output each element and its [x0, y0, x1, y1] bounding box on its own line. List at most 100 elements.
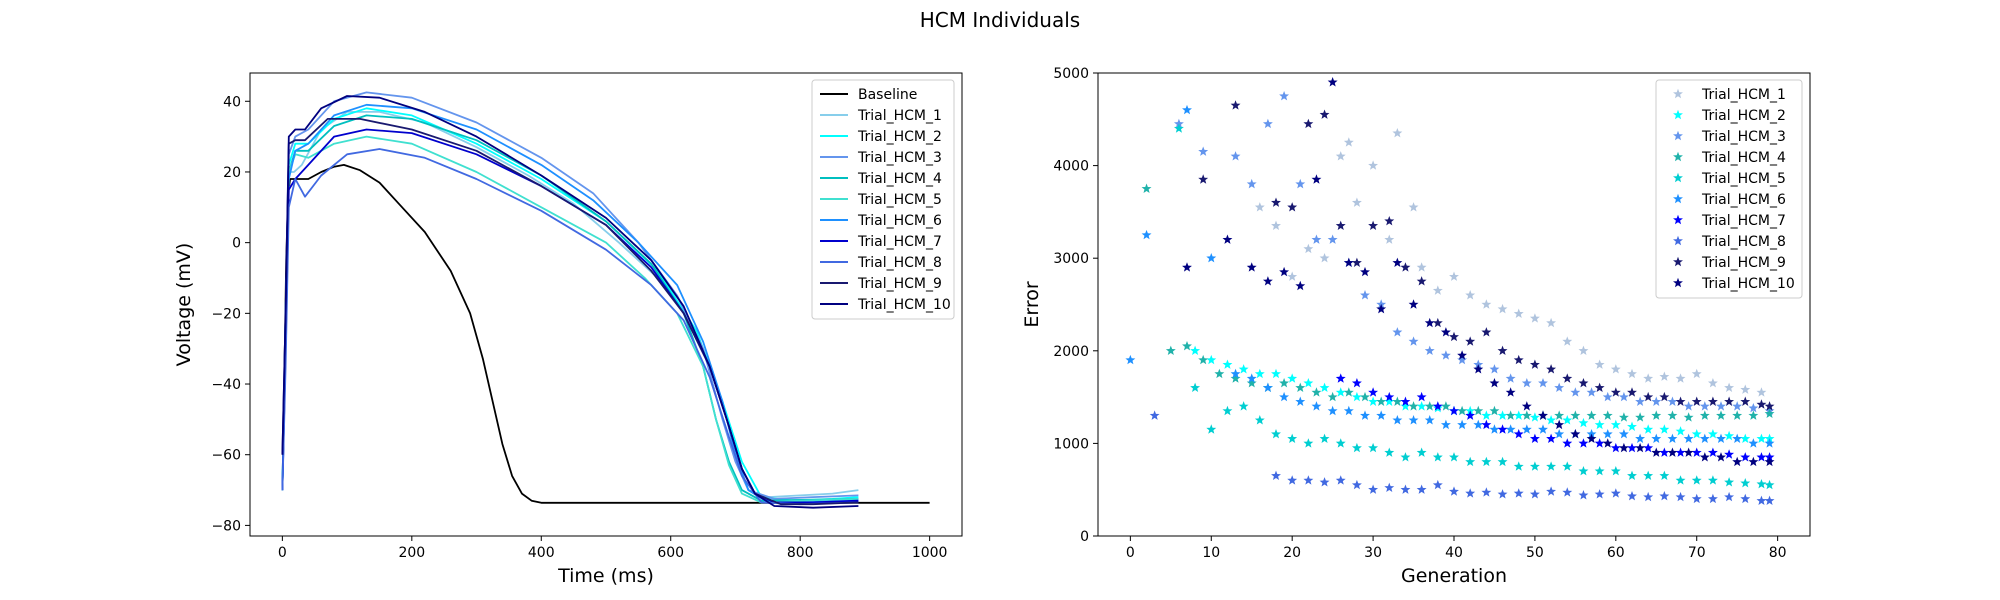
data-point	[1279, 391, 1290, 402]
data-point	[1246, 178, 1257, 189]
data-point	[1497, 345, 1508, 356]
data-point	[1489, 405, 1500, 416]
data-point	[1416, 391, 1427, 402]
x-tick-label: 1000	[912, 545, 948, 561]
legend-swatch	[1673, 235, 1683, 246]
legend-swatch	[1673, 109, 1683, 120]
data-point	[1659, 447, 1670, 457]
data-point	[1659, 391, 1670, 402]
data-point	[1699, 433, 1710, 443]
data-point	[1489, 364, 1500, 374]
data-point	[1416, 447, 1427, 457]
legend-label: Trial_HCM_7	[1701, 213, 1786, 229]
data-point	[1594, 438, 1605, 448]
data-point	[1408, 336, 1419, 346]
data-point	[1546, 364, 1557, 374]
data-point	[1562, 336, 1573, 346]
data-point	[1271, 368, 1281, 379]
data-point	[1724, 449, 1735, 459]
data-point	[1635, 442, 1646, 453]
legend-label: Trial_HCM_8	[857, 255, 942, 271]
data-point	[1497, 410, 1508, 420]
series-line-10	[281, 95, 859, 509]
data-point	[1529, 359, 1540, 369]
series-line-6	[281, 103, 859, 504]
legend-label: Trial_HCM_6	[857, 213, 942, 229]
data-point	[1481, 410, 1492, 420]
data-point	[1440, 350, 1451, 360]
legend-label: Trial_HCM_7	[857, 234, 942, 250]
data-point	[1449, 452, 1459, 462]
data-point	[1554, 410, 1565, 420]
data-point	[1424, 317, 1435, 328]
data-point	[1384, 482, 1395, 493]
error-y-axis-label: Error	[1021, 281, 1043, 328]
data-point	[1351, 479, 1362, 490]
y-tick-label: 4000	[1053, 159, 1089, 175]
legend-label: Trial_HCM_2	[857, 129, 942, 145]
data-point	[1546, 415, 1557, 425]
data-point	[1190, 382, 1201, 393]
data-point	[1529, 489, 1540, 499]
data-point	[1449, 271, 1459, 281]
data-point	[1699, 410, 1710, 420]
x-tick-label: 10	[1202, 545, 1220, 561]
data-point	[1351, 197, 1362, 207]
legend-label: Trial_HCM_10	[1701, 276, 1795, 292]
data-point	[1675, 447, 1686, 457]
data-point	[1343, 257, 1354, 268]
data-point	[1732, 433, 1743, 443]
data-point	[1400, 452, 1411, 462]
data-point	[1165, 345, 1176, 356]
data-point	[1675, 426, 1686, 436]
data-point	[1303, 243, 1314, 254]
y-tick-label: 2000	[1053, 344, 1089, 360]
data-point	[1287, 475, 1298, 485]
data-point	[1691, 428, 1702, 439]
legend-swatch	[1673, 193, 1683, 204]
data-point	[1254, 415, 1265, 425]
data-point	[1602, 391, 1613, 402]
data-point	[1497, 424, 1508, 434]
data-point	[1182, 104, 1192, 115]
data-point	[1675, 373, 1686, 383]
data-point	[1230, 368, 1241, 379]
data-point	[1432, 479, 1443, 490]
data-point	[1481, 487, 1492, 497]
data-point	[1230, 151, 1241, 161]
data-point	[1538, 410, 1548, 420]
data-point	[1311, 234, 1322, 244]
data-point	[1343, 137, 1354, 147]
data-point	[1327, 234, 1338, 244]
data-point	[1303, 378, 1314, 388]
data-point	[1618, 412, 1629, 422]
data-point	[1384, 396, 1395, 406]
data-point	[1198, 146, 1209, 156]
data-point	[1384, 215, 1395, 226]
data-point	[1521, 378, 1532, 388]
data-point	[1724, 477, 1735, 487]
data-point	[1764, 495, 1775, 506]
data-point	[1529, 412, 1540, 422]
data-point	[1262, 118, 1273, 129]
data-point	[1149, 410, 1160, 420]
data-point	[1343, 387, 1354, 397]
data-point	[1335, 373, 1346, 383]
legend-label: Trial_HCM_3	[857, 150, 942, 166]
data-point	[1432, 401, 1443, 411]
legend-label: Trial_HCM_3	[1701, 129, 1786, 145]
data-point	[1206, 354, 1217, 365]
data-point	[1473, 419, 1484, 430]
data-point	[1691, 447, 1702, 457]
data-point	[1295, 396, 1306, 406]
data-point	[1513, 354, 1524, 365]
data-point	[1368, 396, 1379, 406]
data-point	[1465, 290, 1476, 300]
data-point	[1570, 410, 1581, 420]
data-point	[1546, 433, 1557, 443]
series-line-0	[281, 163, 930, 504]
data-point	[1610, 419, 1621, 430]
data-point	[1230, 100, 1241, 110]
data-point	[1214, 368, 1225, 379]
data-point	[1230, 373, 1241, 383]
